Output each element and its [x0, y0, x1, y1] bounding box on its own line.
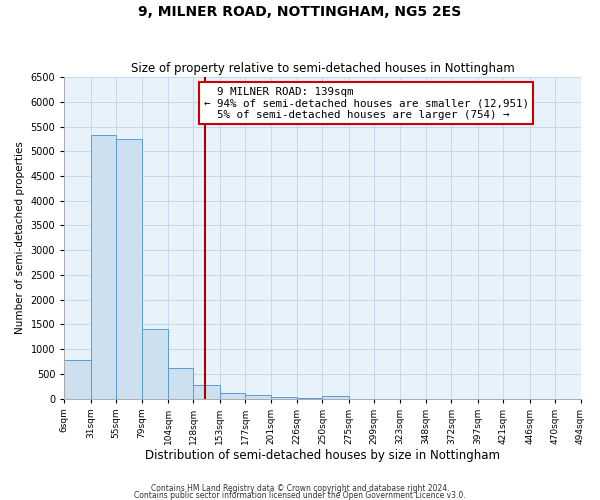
Bar — [142, 330, 168, 398]
Bar — [193, 385, 220, 398]
Title: Size of property relative to semi-detached houses in Nottingham: Size of property relative to semi-detach… — [131, 62, 514, 74]
Y-axis label: Number of semi-detached properties: Number of semi-detached properties — [15, 142, 25, 334]
Text: Contains HM Land Registry data © Crown copyright and database right 2024.: Contains HM Land Registry data © Crown c… — [151, 484, 449, 493]
Bar — [168, 368, 193, 398]
Bar — [91, 136, 116, 398]
Bar — [64, 360, 91, 399]
Text: Contains public sector information licensed under the Open Government Licence v3: Contains public sector information licen… — [134, 490, 466, 500]
X-axis label: Distribution of semi-detached houses by size in Nottingham: Distribution of semi-detached houses by … — [145, 450, 500, 462]
Text: 9 MILNER ROAD: 139sqm
← 94% of semi-detached houses are smaller (12,951)
  5% of: 9 MILNER ROAD: 139sqm ← 94% of semi-deta… — [203, 86, 529, 120]
Bar — [220, 392, 245, 398]
Bar — [271, 397, 297, 398]
Bar — [245, 395, 271, 398]
Bar — [322, 396, 349, 398]
Text: 9, MILNER ROAD, NOTTINGHAM, NG5 2ES: 9, MILNER ROAD, NOTTINGHAM, NG5 2ES — [139, 5, 461, 19]
Bar — [116, 140, 142, 398]
